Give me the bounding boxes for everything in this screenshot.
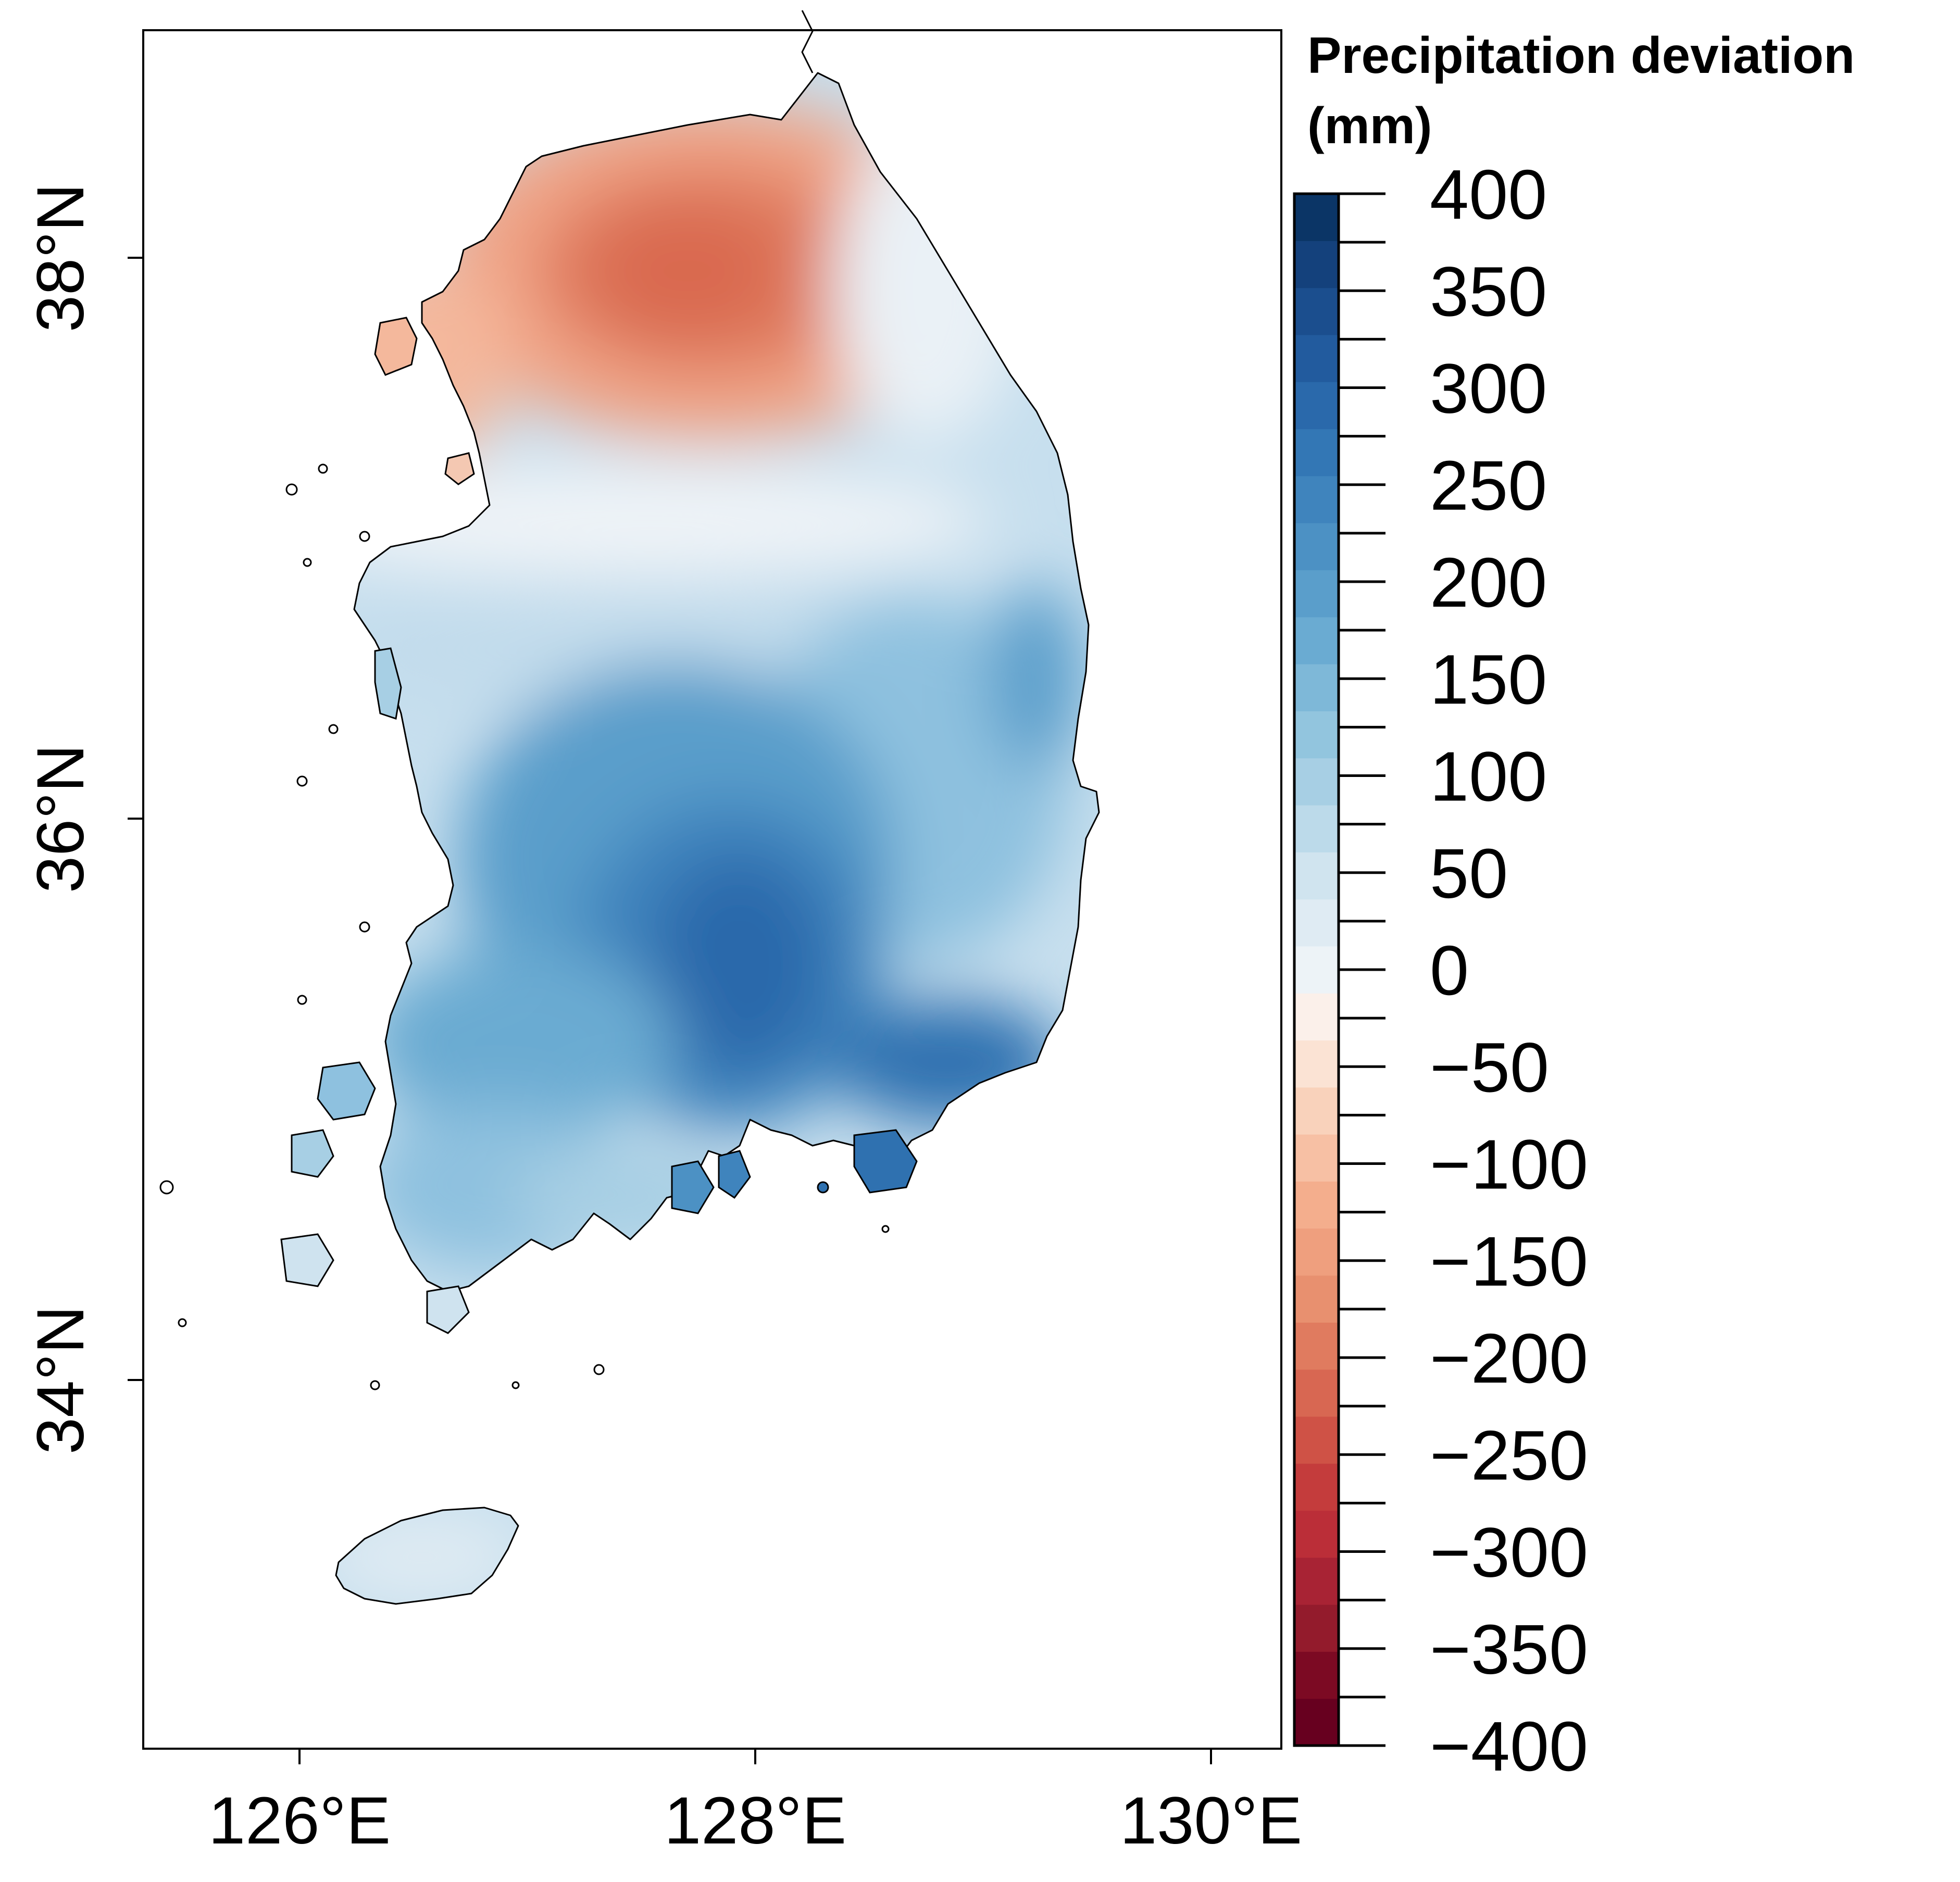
legend-ticks [1339,192,1385,1747]
legend-tick-label: −150 [1430,1222,1588,1301]
legend-band [1294,1134,1339,1182]
legend-tick-label: −250 [1430,1416,1588,1495]
legend-tick-label: 250 [1430,446,1547,525]
legend-tick-label: 350 [1430,252,1547,331]
legend-color-bands [1294,194,1339,1746]
legend-tick-label: 150 [1430,640,1547,719]
legend-band [1294,570,1339,618]
legend-tick-label: −50 [1430,1028,1549,1107]
legend-band [1294,194,1339,241]
legend-band [1294,711,1339,759]
legend-band [1294,1322,1339,1370]
x-tick-label-128: 128°E [664,1784,846,1858]
coastline [335,10,1100,1605]
legend-tick-label: 200 [1430,543,1547,622]
legend-tick-label: −300 [1430,1513,1588,1592]
x-tick-label-126: 126°E [208,1784,391,1858]
x-tick-label-130: 130°E [1120,1784,1302,1858]
legend-band [1294,382,1339,430]
legend-band [1294,852,1339,900]
legend-band [1294,523,1339,571]
legend-tick-label: 300 [1430,349,1547,428]
islands [159,317,918,1390]
legend-tick-label: 100 [1430,737,1547,816]
legend-band [1294,241,1339,288]
y-tick-label-34: 34°N [23,1306,98,1454]
legend-band [1294,1698,1339,1746]
legend-band [1294,1604,1339,1652]
legend-tick-label: −350 [1430,1610,1588,1689]
legend-tick-label: 400 [1430,155,1547,234]
legend-band [1294,1087,1339,1135]
legend-band [1294,287,1339,335]
legend-band [1294,758,1339,806]
legend-band [1294,993,1339,1041]
legend-title: Precipitation deviation [1307,27,1855,84]
legend-band [1294,1463,1339,1511]
legend-band [1294,475,1339,523]
legend-tick-label: 50 [1430,834,1508,913]
legend-band [1294,899,1339,947]
legend-band [1294,429,1339,476]
y-axis: 38°N 36°N 34°N [23,183,143,1454]
legend-band [1294,946,1339,994]
legend-band [1294,664,1339,711]
legend-band [1294,1416,1339,1464]
legend-band [1294,334,1339,382]
legend-band [1294,1510,1339,1558]
legend-band [1294,1369,1339,1417]
legend-band [1294,1557,1339,1605]
legend-tick-label: −400 [1430,1707,1588,1786]
legend-tick-label: −200 [1430,1319,1588,1398]
legend-band [1294,1275,1339,1323]
legend-band [1294,1040,1339,1088]
legend-tick-label: −100 [1430,1125,1588,1204]
legend-band [1294,617,1339,664]
legend-tick-label: 0 [1430,931,1469,1010]
legend-band [1294,805,1339,852]
y-tick-label-36: 36°N [23,744,98,893]
legend: Precipitation deviation (mm) 400 350 300 25… [1293,27,1855,1786]
legend-band [1294,1651,1339,1699]
x-axis: 126°E 128°E 130°E [208,1749,1302,1858]
legend-band [1294,1228,1339,1276]
y-tick-label-38: 38°N [23,183,98,332]
legend-labels: 400 350 300 250 200 150 100 50 0 −50 −100 −150 −200 −… [1430,155,1588,1786]
legend-band [1294,1181,1339,1229]
legend-title-units: (mm) [1307,97,1432,154]
